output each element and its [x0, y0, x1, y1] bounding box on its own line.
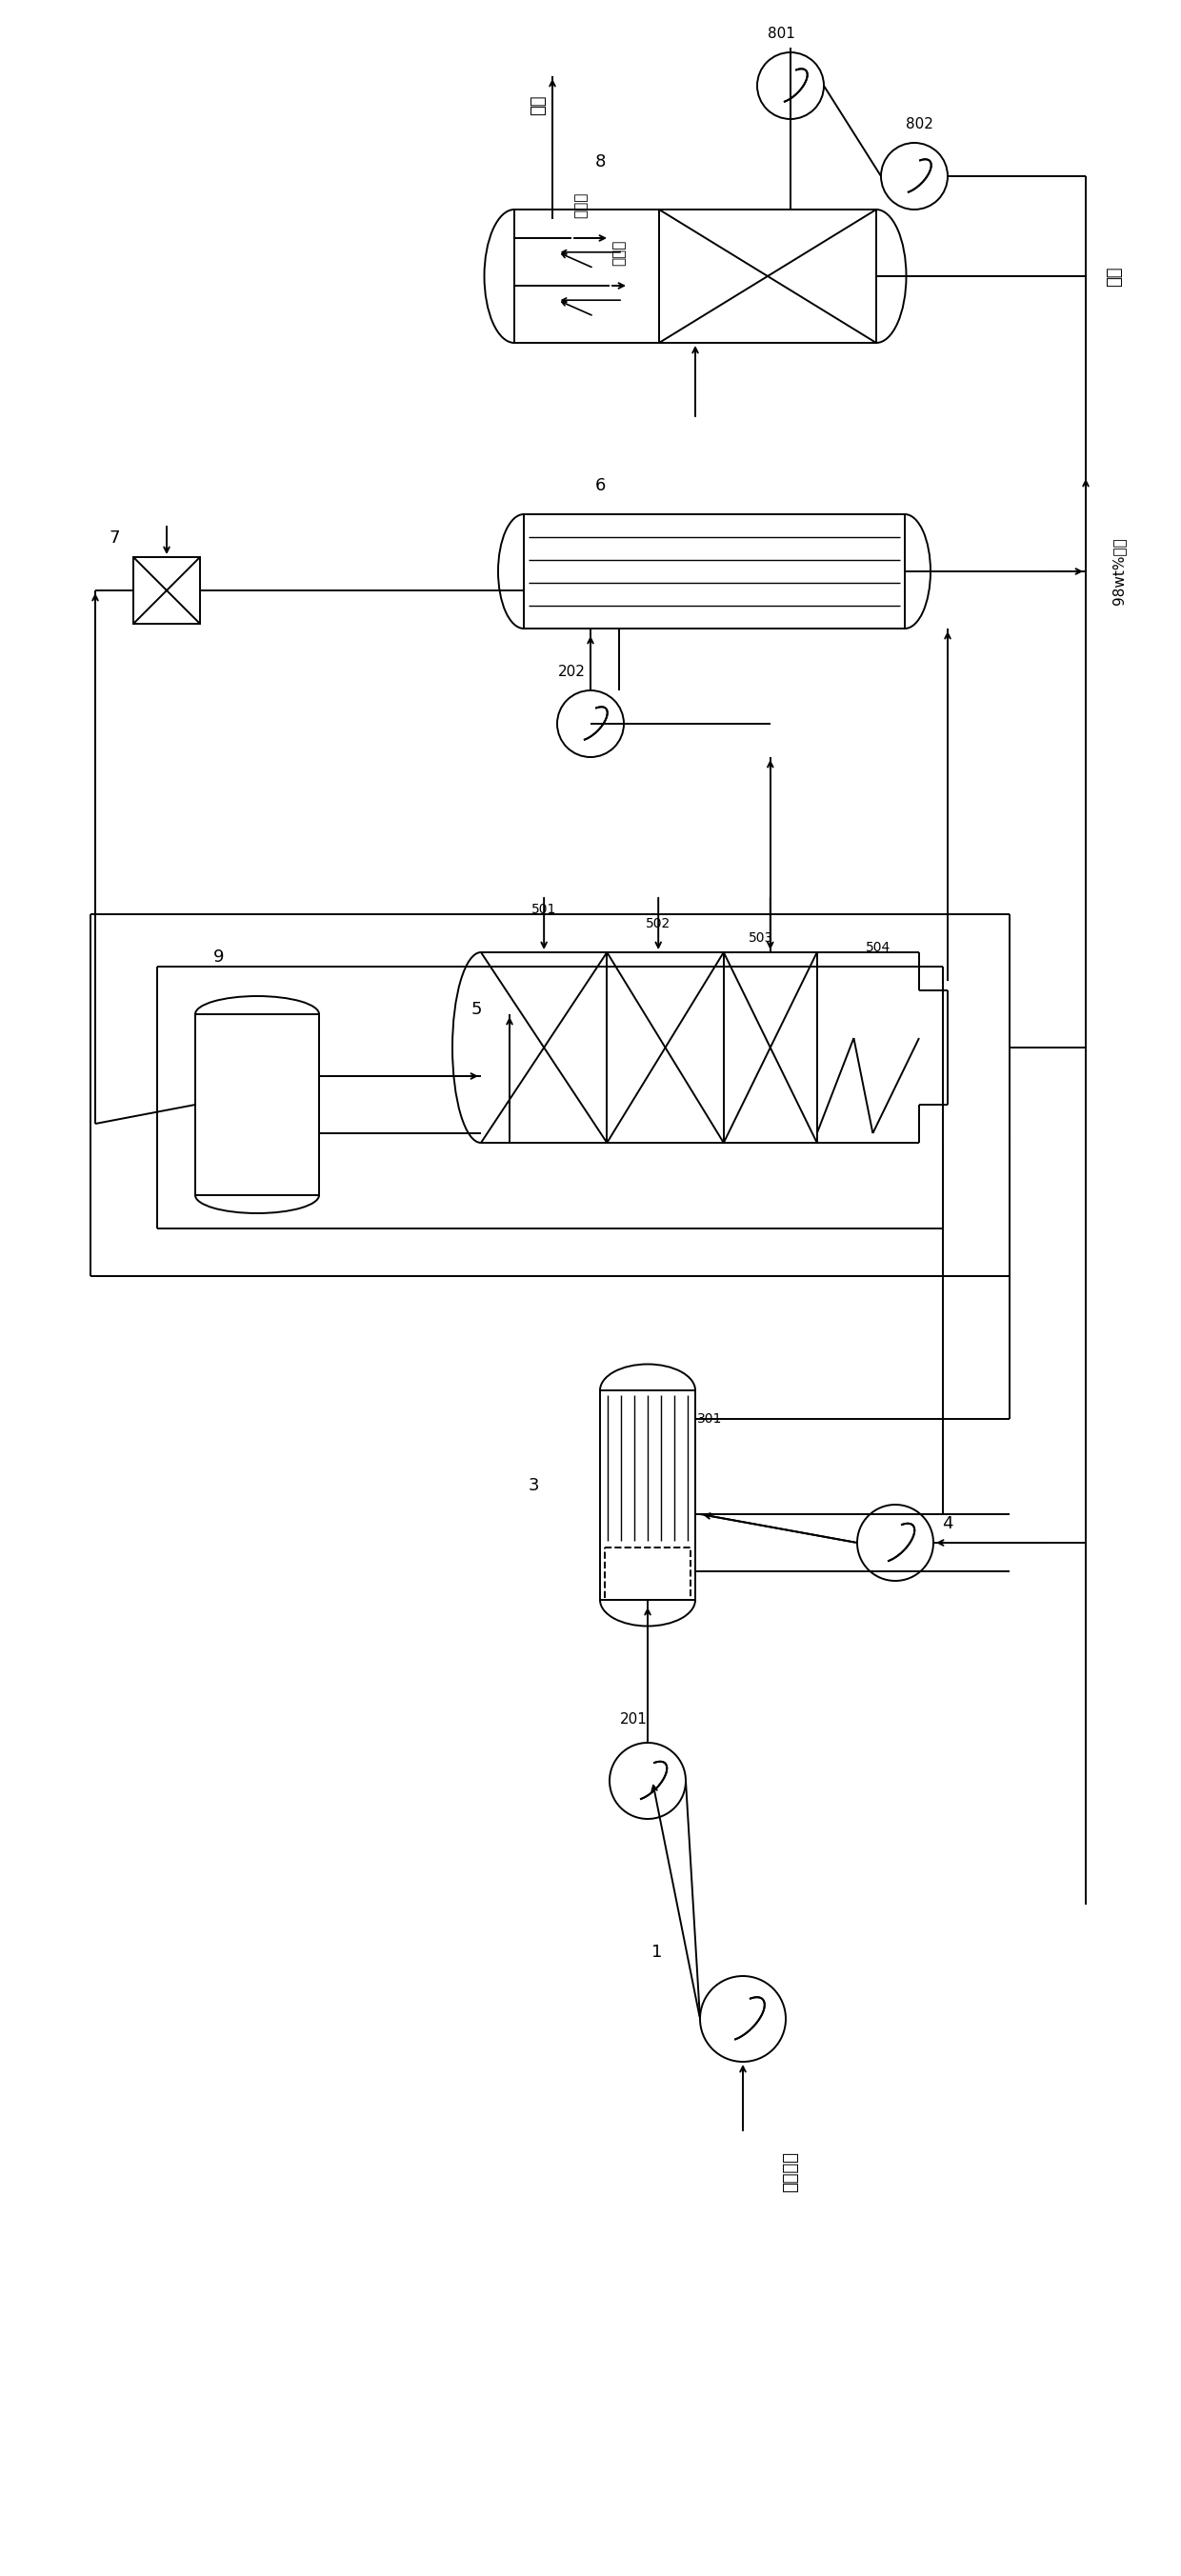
- Bar: [524, 515, 905, 629]
- Bar: [195, 1015, 319, 1195]
- Text: 7: 7: [109, 531, 119, 546]
- Text: 含硫烟气: 含硫烟气: [782, 2151, 800, 2192]
- Text: 吸收液: 吸收液: [574, 191, 588, 219]
- Text: 98wt%硫酸: 98wt%硫酸: [1113, 538, 1127, 605]
- Text: 稀酸: 稀酸: [1105, 265, 1123, 286]
- Bar: [133, 556, 200, 623]
- Text: 802: 802: [906, 116, 933, 131]
- Text: 301: 301: [697, 1412, 722, 1425]
- Text: 8: 8: [594, 155, 606, 170]
- Text: 4: 4: [942, 1515, 953, 1533]
- Text: 202: 202: [557, 665, 586, 677]
- Text: 501: 501: [531, 902, 556, 917]
- Text: 6: 6: [594, 477, 606, 495]
- Text: 801: 801: [768, 26, 795, 41]
- Bar: [514, 209, 876, 343]
- Text: 1: 1: [652, 1945, 663, 1960]
- Bar: [605, 1548, 691, 1600]
- Text: 504: 504: [866, 940, 890, 953]
- Text: 9: 9: [214, 948, 224, 966]
- Text: 503: 503: [749, 933, 774, 945]
- Text: 201: 201: [620, 1713, 647, 1726]
- Text: 脱盐水: 脱盐水: [612, 240, 626, 265]
- Text: 尾气: 尾气: [529, 95, 547, 116]
- Text: 3: 3: [528, 1476, 539, 1494]
- Text: 502: 502: [646, 917, 671, 930]
- Text: 5: 5: [471, 1002, 482, 1018]
- Bar: [600, 1391, 696, 1600]
